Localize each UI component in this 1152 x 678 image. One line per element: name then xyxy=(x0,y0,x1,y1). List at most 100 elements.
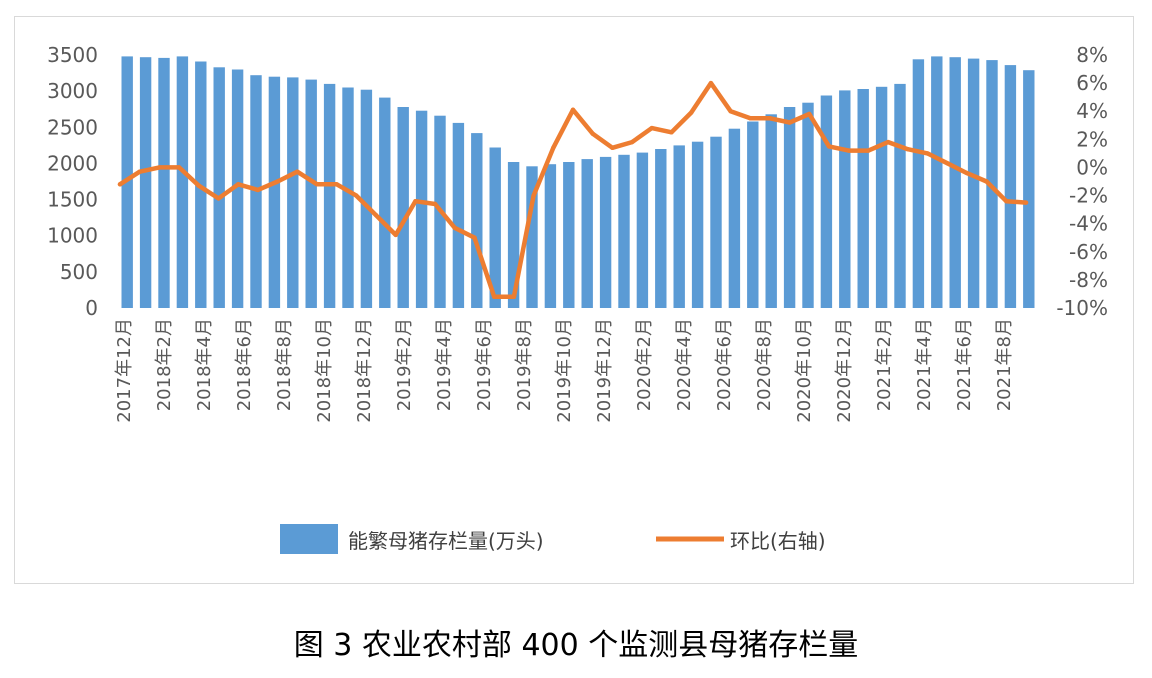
line-point xyxy=(905,147,910,152)
line-point xyxy=(255,187,261,193)
line-point xyxy=(393,232,398,238)
x-tick-label: 2021年8月 xyxy=(994,318,1015,411)
line-point xyxy=(708,80,714,86)
x-tick-label: 2019年8月 xyxy=(514,318,535,411)
left-tick-label: 3000 xyxy=(47,79,98,103)
line-point xyxy=(472,235,477,240)
bar xyxy=(139,57,152,309)
bar xyxy=(599,156,612,308)
bar xyxy=(875,86,888,308)
x-axis-ticks: 2017年12月 2018年2月 2018年4月 2018年6月 2018年8月 2018… xyxy=(114,318,1015,423)
line-point xyxy=(176,165,182,170)
right-tick-label: -8% xyxy=(1069,268,1108,292)
right-tick-label: -2% xyxy=(1069,184,1108,208)
line-point xyxy=(196,183,201,188)
x-tick-label: 2020年8月 xyxy=(754,318,775,411)
right-tick-label: 6% xyxy=(1076,71,1108,95)
line-point xyxy=(432,201,438,207)
line-point xyxy=(964,170,970,176)
left-tick-label: 3500 xyxy=(47,43,98,67)
legend-bar-swatch xyxy=(280,524,338,554)
x-tick-label: 2021年2月 xyxy=(874,318,895,411)
right-tick-label: -10% xyxy=(1056,296,1108,320)
line-point xyxy=(669,130,674,135)
line-point xyxy=(1023,200,1029,205)
bar xyxy=(158,57,170,309)
right-axis-ticks: -10% -8% -6% -4% -2% 0% 2% 4% 6% 8% xyxy=(1056,43,1108,320)
bars-layer xyxy=(121,56,1035,309)
x-tick-label: 2020年10月 xyxy=(794,318,815,423)
line-point xyxy=(748,116,753,121)
bar xyxy=(489,147,501,308)
line-point xyxy=(885,139,891,145)
bar xyxy=(765,114,777,308)
bar xyxy=(323,83,336,309)
bar xyxy=(949,57,961,309)
x-tick-label: 2019年10月 xyxy=(554,318,575,423)
left-tick-label: 2500 xyxy=(47,115,98,139)
line-point xyxy=(1004,199,1009,204)
x-tick-label: 2020年6月 xyxy=(714,318,735,411)
bar xyxy=(1023,70,1035,308)
x-tick-label: 2019年4月 xyxy=(434,318,455,411)
line-point xyxy=(531,193,536,198)
bar xyxy=(507,162,520,308)
line-point xyxy=(551,145,556,150)
bar xyxy=(379,97,391,308)
bar xyxy=(213,67,225,308)
legend-line-label: 环比(右轴) xyxy=(730,529,826,553)
line-point xyxy=(925,151,930,156)
line-point xyxy=(314,182,320,187)
line-point xyxy=(866,148,871,153)
line-point xyxy=(984,179,989,184)
line-point xyxy=(373,213,379,218)
right-tick-label: -4% xyxy=(1069,212,1108,236)
bar xyxy=(636,152,649,308)
bar xyxy=(231,69,244,308)
legend-bar-label: 能繁母猪存栏量(万头) xyxy=(348,529,544,553)
bar xyxy=(839,90,851,309)
x-tick-label: 2018年6月 xyxy=(234,318,255,411)
line-point xyxy=(334,182,339,187)
line-point xyxy=(807,111,812,117)
line-point xyxy=(787,120,792,125)
bar xyxy=(544,164,557,308)
bar xyxy=(1004,65,1017,308)
bar xyxy=(691,141,704,308)
x-tick-label: 2021年4月 xyxy=(914,318,935,411)
x-tick-label: 2020年4月 xyxy=(674,318,695,411)
line-point xyxy=(649,125,654,131)
line-point xyxy=(354,193,359,198)
line-point xyxy=(570,107,576,113)
line-point xyxy=(629,139,635,145)
figure-caption: 图 3 农业农村部 400 个监测县母猪存栏量 xyxy=(293,628,859,663)
line-point xyxy=(413,199,418,204)
bar xyxy=(655,149,667,308)
bar xyxy=(287,77,299,309)
left-tick-label: 1000 xyxy=(47,224,98,248)
right-tick-label: 0% xyxy=(1076,155,1108,179)
bar xyxy=(931,56,943,309)
x-tick-label: 2017年12月 xyxy=(114,318,135,423)
bar xyxy=(857,89,869,308)
x-tick-label: 2019年2月 xyxy=(394,318,415,411)
line-point xyxy=(846,148,851,153)
bar xyxy=(526,166,538,308)
bar xyxy=(894,83,906,309)
line-point xyxy=(236,182,241,187)
left-tick-label: 0 xyxy=(85,296,98,320)
bar xyxy=(471,133,483,308)
x-tick-label: 2019年6月 xyxy=(474,318,495,411)
line-point xyxy=(216,196,221,201)
bar xyxy=(360,89,373,308)
right-tick-label: -6% xyxy=(1069,240,1108,264)
line-point xyxy=(945,161,950,166)
line-point xyxy=(590,131,595,136)
left-axis-ticks: 0 500 1000 1500 2000 2500 3000 3500 xyxy=(47,43,98,320)
bar xyxy=(581,159,593,308)
line-point xyxy=(157,165,162,170)
bar xyxy=(618,154,630,308)
bar xyxy=(673,145,685,308)
bar xyxy=(802,102,814,308)
